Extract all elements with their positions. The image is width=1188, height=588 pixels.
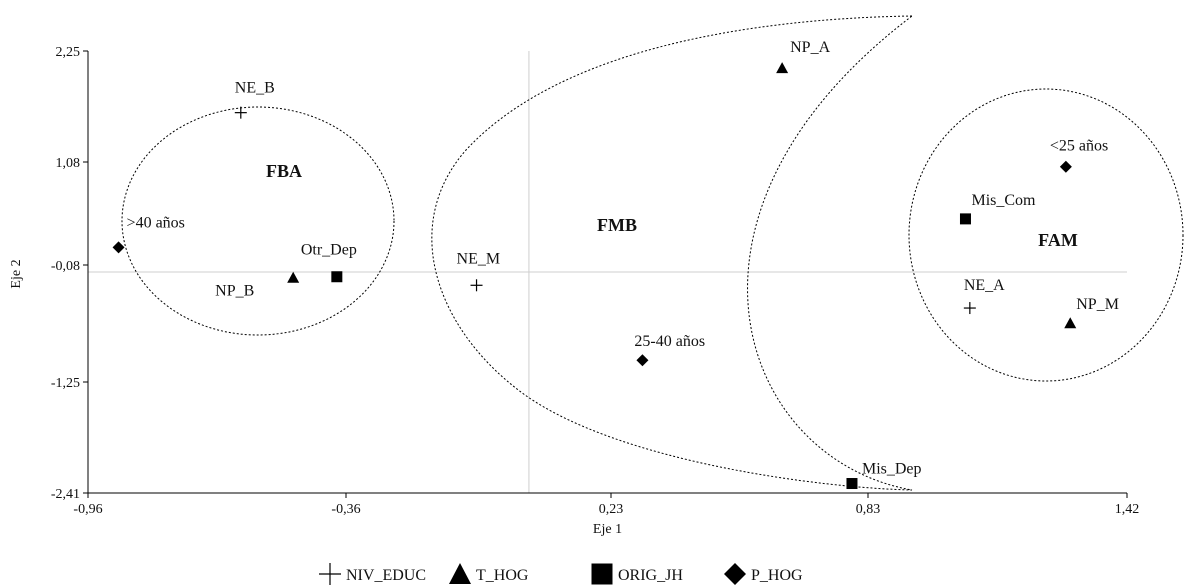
data-point: 25-40 años bbox=[634, 333, 705, 367]
data-point: NP_B bbox=[215, 271, 300, 300]
square-marker bbox=[959, 213, 971, 225]
axes bbox=[87, 51, 1127, 494]
y-tick-label: 2,25 bbox=[56, 45, 81, 60]
group-labels: FBA FMB FAM bbox=[266, 161, 1078, 250]
group-label-fba: FBA bbox=[266, 161, 302, 181]
group-outlines bbox=[121, 15, 1184, 491]
data-point: Mis_Dep bbox=[846, 461, 922, 490]
plus-marker bbox=[234, 106, 247, 119]
legend: NIV_EDUC T_HOG ORIG_JH P_HOG bbox=[319, 563, 803, 585]
data-point-label: >40 años bbox=[127, 214, 185, 231]
data-point: Mis_Com bbox=[959, 192, 1036, 225]
legend-label: P_HOG bbox=[751, 567, 803, 584]
reference-lines bbox=[88, 51, 1127, 493]
plus-marker bbox=[319, 563, 341, 585]
data-point: NE_M bbox=[457, 250, 501, 292]
data-point-label: NP_B bbox=[215, 283, 254, 300]
y-tick-label: -1,25 bbox=[51, 376, 80, 391]
y-tick-label: -0,08 bbox=[51, 259, 80, 274]
x-tick-label: 0,23 bbox=[599, 502, 624, 517]
x-tick-label: -0,96 bbox=[73, 502, 102, 517]
legend-label: T_HOG bbox=[476, 567, 529, 584]
y-axis-title: Eje 2 bbox=[9, 259, 24, 288]
group-outline-fam bbox=[908, 88, 1184, 382]
legend-label: NIV_EDUC bbox=[346, 567, 426, 584]
diamond-marker bbox=[724, 563, 746, 585]
data-point-label: NP_A bbox=[790, 39, 830, 56]
legend-item-t_hog: T_HOG bbox=[449, 563, 529, 584]
plus-marker bbox=[963, 302, 976, 315]
data-point-label: <25 años bbox=[1050, 138, 1108, 155]
plus-marker bbox=[470, 279, 483, 292]
data-point-label: Mis_Dep bbox=[862, 461, 922, 478]
legend-item-orig_jh: ORIG_JH bbox=[591, 563, 683, 585]
data-point: <25 años bbox=[1050, 138, 1108, 173]
data-point-label: Mis_Com bbox=[971, 192, 1036, 209]
data-point: NP_A bbox=[776, 39, 831, 74]
group-outline-fba bbox=[121, 106, 395, 336]
data-point-label: NP_M bbox=[1076, 296, 1119, 313]
group-outline-fmb bbox=[431, 15, 914, 491]
triangle-marker bbox=[776, 62, 789, 74]
x-tick-label: -0,36 bbox=[331, 502, 360, 517]
triangle-marker bbox=[287, 271, 300, 283]
diamond-marker bbox=[1059, 160, 1072, 173]
diamond-marker bbox=[636, 354, 649, 367]
data-point: Otr_Dep bbox=[301, 242, 357, 283]
legend-label: ORIG_JH bbox=[618, 567, 683, 584]
data-point: NE_B bbox=[234, 80, 275, 119]
triangle-marker bbox=[449, 563, 471, 584]
y-tick-label: -2,41 bbox=[51, 487, 80, 502]
data-point: >40 años bbox=[112, 214, 185, 254]
y-tick-label: 1,08 bbox=[56, 156, 81, 171]
square-marker bbox=[846, 478, 858, 490]
square-marker bbox=[591, 563, 613, 585]
triangle-marker bbox=[1064, 317, 1077, 329]
x-axis-title: Eje 1 bbox=[593, 522, 622, 537]
legend-item-niv_educ: NIV_EDUC bbox=[319, 563, 426, 585]
data-point: NE_A bbox=[963, 277, 1005, 315]
diamond-marker bbox=[112, 241, 125, 254]
group-label-fam: FAM bbox=[1038, 230, 1078, 250]
tick-labels: -0,96 -0,36 0,23 0,83 1,42 2,25 1,08 -0,08 -1,25… bbox=[51, 45, 1139, 517]
x-tick-label: 0,83 bbox=[856, 502, 881, 517]
x-tick-label: 1,42 bbox=[1115, 502, 1140, 517]
data-points: NE_B NE_M NE_A NP_B NP_A NP_M Otr_Dep Mis_Dep Mi… bbox=[112, 39, 1119, 490]
legend-item-p_hog: P_HOG bbox=[724, 563, 803, 585]
data-point-label: 25-40 años bbox=[634, 333, 705, 350]
group-label-fmb: FMB bbox=[597, 215, 637, 235]
square-marker bbox=[331, 271, 343, 283]
data-point-label: NE_A bbox=[964, 277, 1005, 294]
data-point-label: Otr_Dep bbox=[301, 242, 357, 259]
data-point: NP_M bbox=[1064, 296, 1119, 329]
data-point-label: NE_B bbox=[235, 80, 275, 97]
data-point-label: NE_M bbox=[457, 250, 501, 267]
